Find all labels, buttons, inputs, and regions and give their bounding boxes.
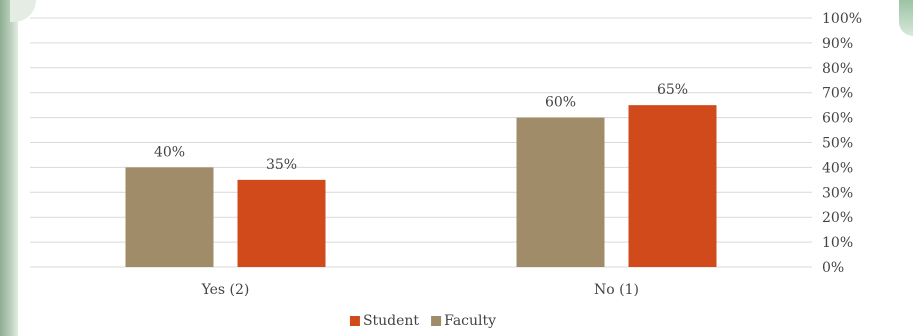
y-tick-label: 70% [822, 86, 853, 102]
legend: Student Faculty [349, 313, 496, 329]
bars [125, 105, 717, 268]
data-label-student-0: 35% [266, 157, 297, 173]
data-label-student-1: 65% [657, 82, 688, 98]
y-axis-tick-labels: 0% 10% 20% 30% 40% 50% 60% 70% 80% 90% 100% [822, 11, 862, 276]
y-tick-label: 90% [822, 36, 853, 52]
bar-student-0 [237, 179, 326, 267]
legend-swatch-student [349, 316, 360, 326]
legend-item-student: Student [349, 313, 419, 329]
bar-faculty-0 [125, 167, 214, 267]
y-tick-label: 10% [822, 235, 853, 251]
right-decorative-corner [899, 0, 913, 36]
data-label-faculty-1: 60% [545, 95, 576, 111]
legend-label-student: Student [363, 313, 419, 329]
y-tick-label: 60% [822, 111, 853, 127]
category-label: No (1) [594, 282, 639, 298]
y-tick-label: 100% [822, 11, 862, 27]
y-tick-label: 0% [822, 260, 844, 276]
category-label: Yes (2) [201, 282, 250, 298]
legend-swatch-faculty [431, 316, 442, 326]
data-labels: 40% 35% 60% 65% [154, 82, 688, 173]
legend-label-faculty: Faculty [444, 313, 496, 329]
category-labels: Yes (2) No (1) [201, 282, 639, 298]
data-label-faculty-0: 40% [154, 144, 185, 160]
bar-faculty-1 [516, 117, 605, 267]
y-tick-label: 20% [822, 210, 853, 226]
y-tick-label: 50% [822, 136, 853, 152]
y-tick-label: 40% [822, 160, 853, 176]
legend-item-faculty: Faculty [431, 313, 496, 329]
bar-student-1 [628, 105, 717, 268]
y-tick-label: 30% [822, 185, 853, 201]
y-tick-label: 80% [822, 61, 853, 77]
